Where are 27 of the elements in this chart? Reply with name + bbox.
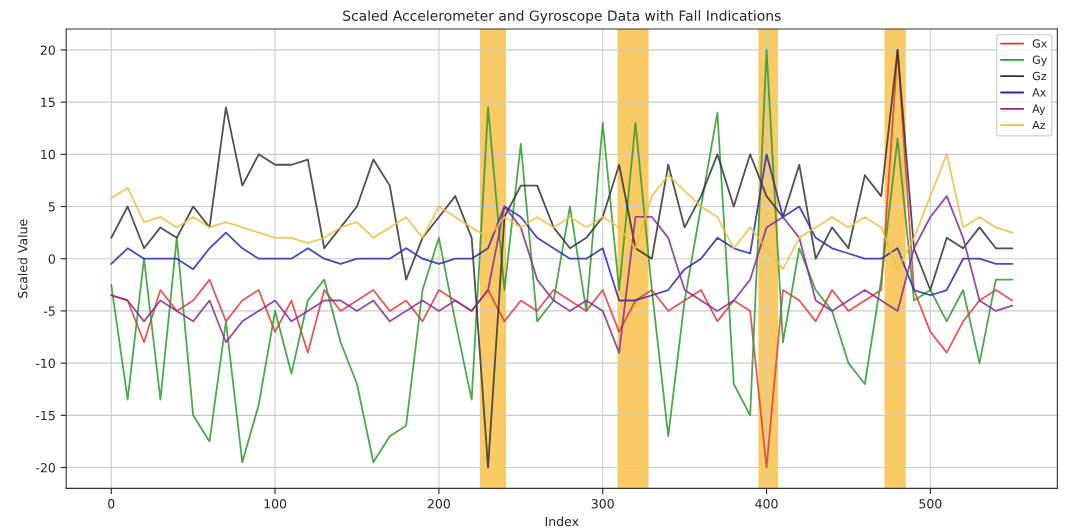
legend-label: Ax <box>1032 88 1046 97</box>
legend-label: Az <box>1032 120 1046 130</box>
line-series <box>110 195 1014 354</box>
line-series <box>110 153 1014 271</box>
x-tick-label: 200 <box>427 499 450 509</box>
chart-title: Scaled Accelerometer and Gyroscope Data with Fall Indications <box>343 10 781 24</box>
x-tick-label: 100 <box>264 499 287 509</box>
x-axis-title: Index <box>545 516 579 527</box>
legend-label: Gy <box>1032 55 1047 67</box>
y-tick-label: 5 <box>48 202 55 212</box>
y-tick-label: -5 <box>43 306 55 316</box>
y-tick-label: -15 <box>35 410 55 421</box>
y-tick-label: 10 <box>41 149 55 160</box>
y-tick-label: -10 <box>35 358 55 369</box>
x-tick-label: 500 <box>919 499 942 509</box>
line-series <box>110 153 1014 302</box>
y-axis-title: Scaled Value <box>17 219 28 298</box>
x-tick-label: 400 <box>755 499 778 509</box>
legend-label: Gx <box>1032 39 1047 48</box>
y-tick-label: 20 <box>40 45 55 55</box>
y-tick-label: 15 <box>41 97 55 108</box>
legend-label: Ay <box>1032 104 1046 116</box>
legend-label: Gz <box>1032 71 1047 81</box>
x-tick-label: 300 <box>591 499 614 509</box>
y-tick-label: -20 <box>35 462 55 473</box>
y-tick-label: 0 <box>48 254 55 264</box>
x-tick-label: 0 <box>108 499 115 509</box>
